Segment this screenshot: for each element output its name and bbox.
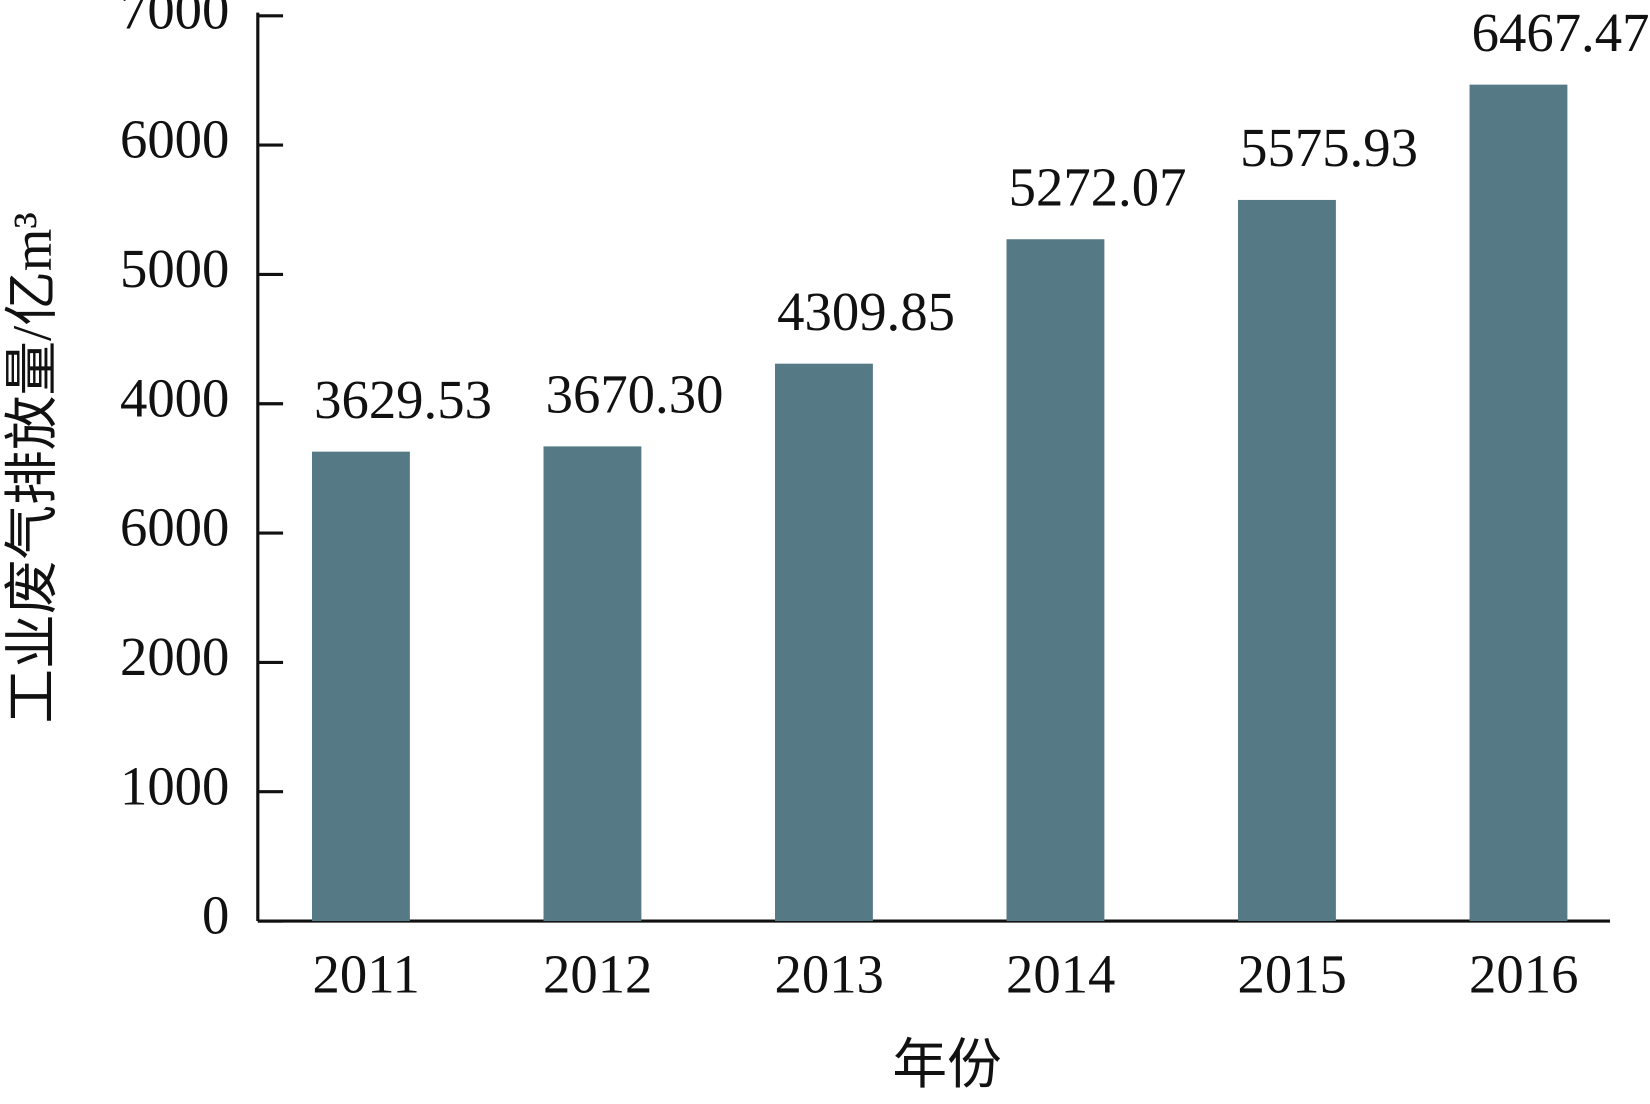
y-tick-label: 5000	[120, 238, 229, 299]
data-label: 5575.93	[1240, 117, 1418, 178]
bar	[1238, 199, 1336, 922]
x-tick-label: 2011	[312, 943, 419, 1004]
data-label: 5272.07	[1009, 157, 1187, 218]
x-tick-label: 2013	[774, 943, 883, 1004]
x-axis-label: 年份	[892, 1034, 1001, 1095]
data-label: 3670.30	[546, 364, 724, 425]
data-label: 4309.85	[777, 281, 955, 342]
y-tick-label: 2000	[120, 626, 229, 687]
y-tick-label: 0	[202, 885, 229, 946]
bar	[312, 451, 410, 922]
y-tick-label: 7000	[120, 0, 229, 40]
y-tick-label: 1000	[120, 755, 229, 816]
x-tick-label: 2015	[1238, 943, 1347, 1004]
data-label: 3629.53	[314, 369, 492, 430]
y-tick-label: 4000	[120, 367, 229, 428]
bar	[775, 363, 873, 922]
y-axis-label: 工业废气排放量/亿m³	[1, 212, 62, 723]
y-tick-label: 6000	[120, 497, 229, 558]
data-label: 6467.47	[1472, 2, 1650, 63]
y-tick-label: 6000	[120, 109, 229, 170]
x-tick-label: 2012	[543, 943, 652, 1004]
bar	[543, 446, 642, 922]
x-tick-label: 2014	[1006, 943, 1115, 1004]
x-tick-label: 2016	[1469, 943, 1578, 1004]
bar	[1006, 239, 1105, 922]
bar	[1469, 84, 1568, 922]
